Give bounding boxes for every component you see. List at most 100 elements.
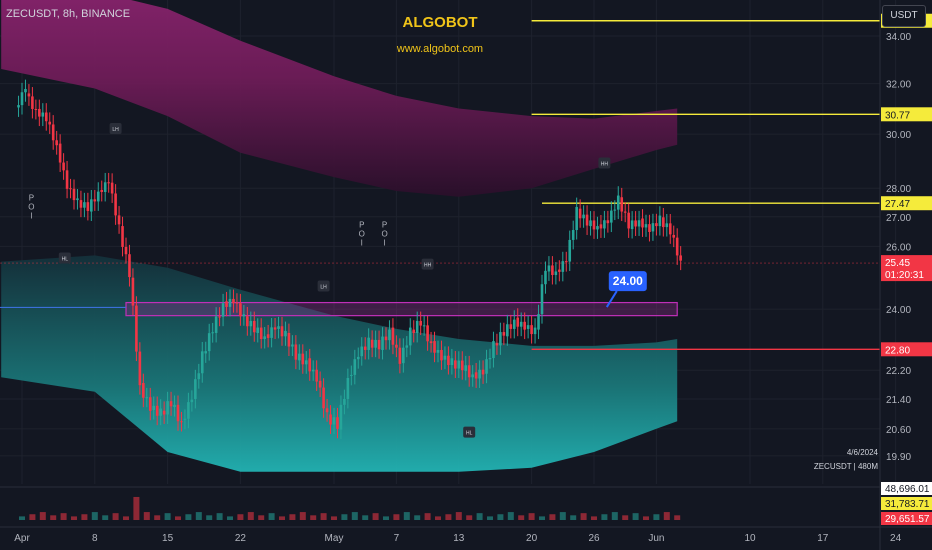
- candle-body: [457, 360, 461, 369]
- brand-title: ALGOBOT: [402, 14, 478, 31]
- info-symbol: ZECUSDT | 480M: [813, 462, 878, 471]
- candle-body: [200, 351, 204, 374]
- volume-bar: [559, 512, 566, 520]
- candle-body: [589, 220, 592, 227]
- y-tick-label: 27.00: [886, 213, 911, 224]
- volume-bar: [164, 513, 171, 520]
- candle-body: [41, 112, 45, 117]
- candle-body: [405, 345, 409, 348]
- marker-box: [317, 280, 330, 292]
- marker-label: HL: [62, 256, 69, 262]
- lower-cloud: [1, 255, 678, 472]
- candle-body: [533, 327, 537, 335]
- candle-body: [166, 401, 169, 415]
- volume-bar: [39, 512, 46, 520]
- candle-body: [471, 374, 474, 378]
- candle-body: [48, 121, 52, 125]
- x-tick-label: 8: [92, 533, 98, 544]
- candle-body: [537, 314, 540, 330]
- candle-body: [294, 344, 298, 360]
- candle-body: [280, 326, 284, 337]
- candle-body: [596, 226, 599, 230]
- upper-cloud: [1, 0, 678, 197]
- candle-body: [641, 218, 644, 228]
- candle-body: [315, 369, 318, 382]
- candle-body: [270, 327, 273, 338]
- volume-bar: [414, 515, 421, 520]
- volume-tag-bg-2: [881, 512, 932, 525]
- candle-body: [194, 379, 197, 399]
- candle-body: [38, 108, 41, 117]
- volume-bar: [91, 512, 98, 520]
- volume-tag-1: 31,783.71: [885, 499, 930, 510]
- candle-body: [499, 332, 502, 346]
- candle-body: [51, 124, 55, 141]
- volume-bar: [341, 514, 348, 520]
- y-tick-label: 19.90: [886, 452, 911, 463]
- candle-body: [644, 224, 648, 228]
- candle-body: [675, 237, 679, 256]
- x-tick-label: 10: [744, 533, 756, 544]
- candle-body: [273, 327, 277, 330]
- marker-box: [109, 122, 122, 134]
- candle-body: [44, 112, 48, 122]
- volume-tag-0: 48,696.01: [885, 484, 930, 495]
- candle-body: [311, 369, 315, 372]
- candle-body: [613, 209, 617, 211]
- volume-bar: [362, 515, 369, 520]
- level-tag-2: 27.47: [885, 199, 910, 210]
- candle-body: [544, 270, 547, 285]
- marker-label: HH: [424, 263, 432, 269]
- poi-letter: O: [359, 230, 365, 239]
- candle-body: [502, 332, 506, 336]
- callout-pointer: [605, 290, 618, 308]
- candle-body: [103, 182, 107, 192]
- level-tag-1: 30.77: [885, 110, 910, 121]
- y-tick-label: 32.00: [886, 80, 911, 91]
- candle-body: [239, 303, 242, 317]
- candle-body: [551, 265, 554, 275]
- x-tick-label: 26: [588, 533, 600, 544]
- candle-body: [616, 195, 620, 210]
- volume-bar: [393, 514, 400, 520]
- candle-body: [152, 405, 156, 411]
- candle-body: [20, 92, 24, 106]
- candle-body: [266, 334, 270, 338]
- candle-body: [460, 360, 464, 371]
- candle-body: [135, 305, 138, 352]
- candle-body: [495, 343, 499, 346]
- volume-bar: [455, 512, 462, 520]
- candle-body: [384, 336, 388, 341]
- candle-body: [301, 353, 305, 365]
- candle-body: [485, 359, 488, 374]
- price-levels: [0, 20, 880, 350]
- candle-body: [138, 351, 142, 386]
- volume-tag-bg-1: [881, 497, 932, 510]
- volume-bar: [372, 513, 379, 520]
- candle-body: [464, 365, 468, 371]
- volume-pane: [0, 486, 880, 520]
- candle-body: [474, 372, 478, 379]
- x-tick-label: 17: [817, 533, 829, 544]
- volume-bar: [19, 516, 25, 520]
- candle-body: [343, 398, 346, 405]
- volume-bar: [195, 512, 202, 520]
- countdown-tag: 01:20:31: [885, 270, 924, 281]
- candle-body: [391, 327, 395, 345]
- volume-bar: [580, 513, 587, 520]
- candle-body: [62, 162, 65, 171]
- currency-selector[interactable]: USDT: [882, 5, 926, 27]
- candle-body: [304, 360, 308, 365]
- candle-body: [69, 188, 72, 190]
- candle-body: [623, 211, 627, 213]
- volume-bar: [383, 516, 389, 520]
- volume-bar: [112, 513, 119, 520]
- volume-bar: [216, 513, 223, 520]
- volume-bar: [133, 496, 140, 520]
- candle-body: [658, 215, 662, 227]
- candle-body: [592, 220, 596, 230]
- y-tick-label: 24.00: [886, 305, 911, 316]
- candle-body: [360, 346, 364, 357]
- volume-bar: [622, 515, 629, 520]
